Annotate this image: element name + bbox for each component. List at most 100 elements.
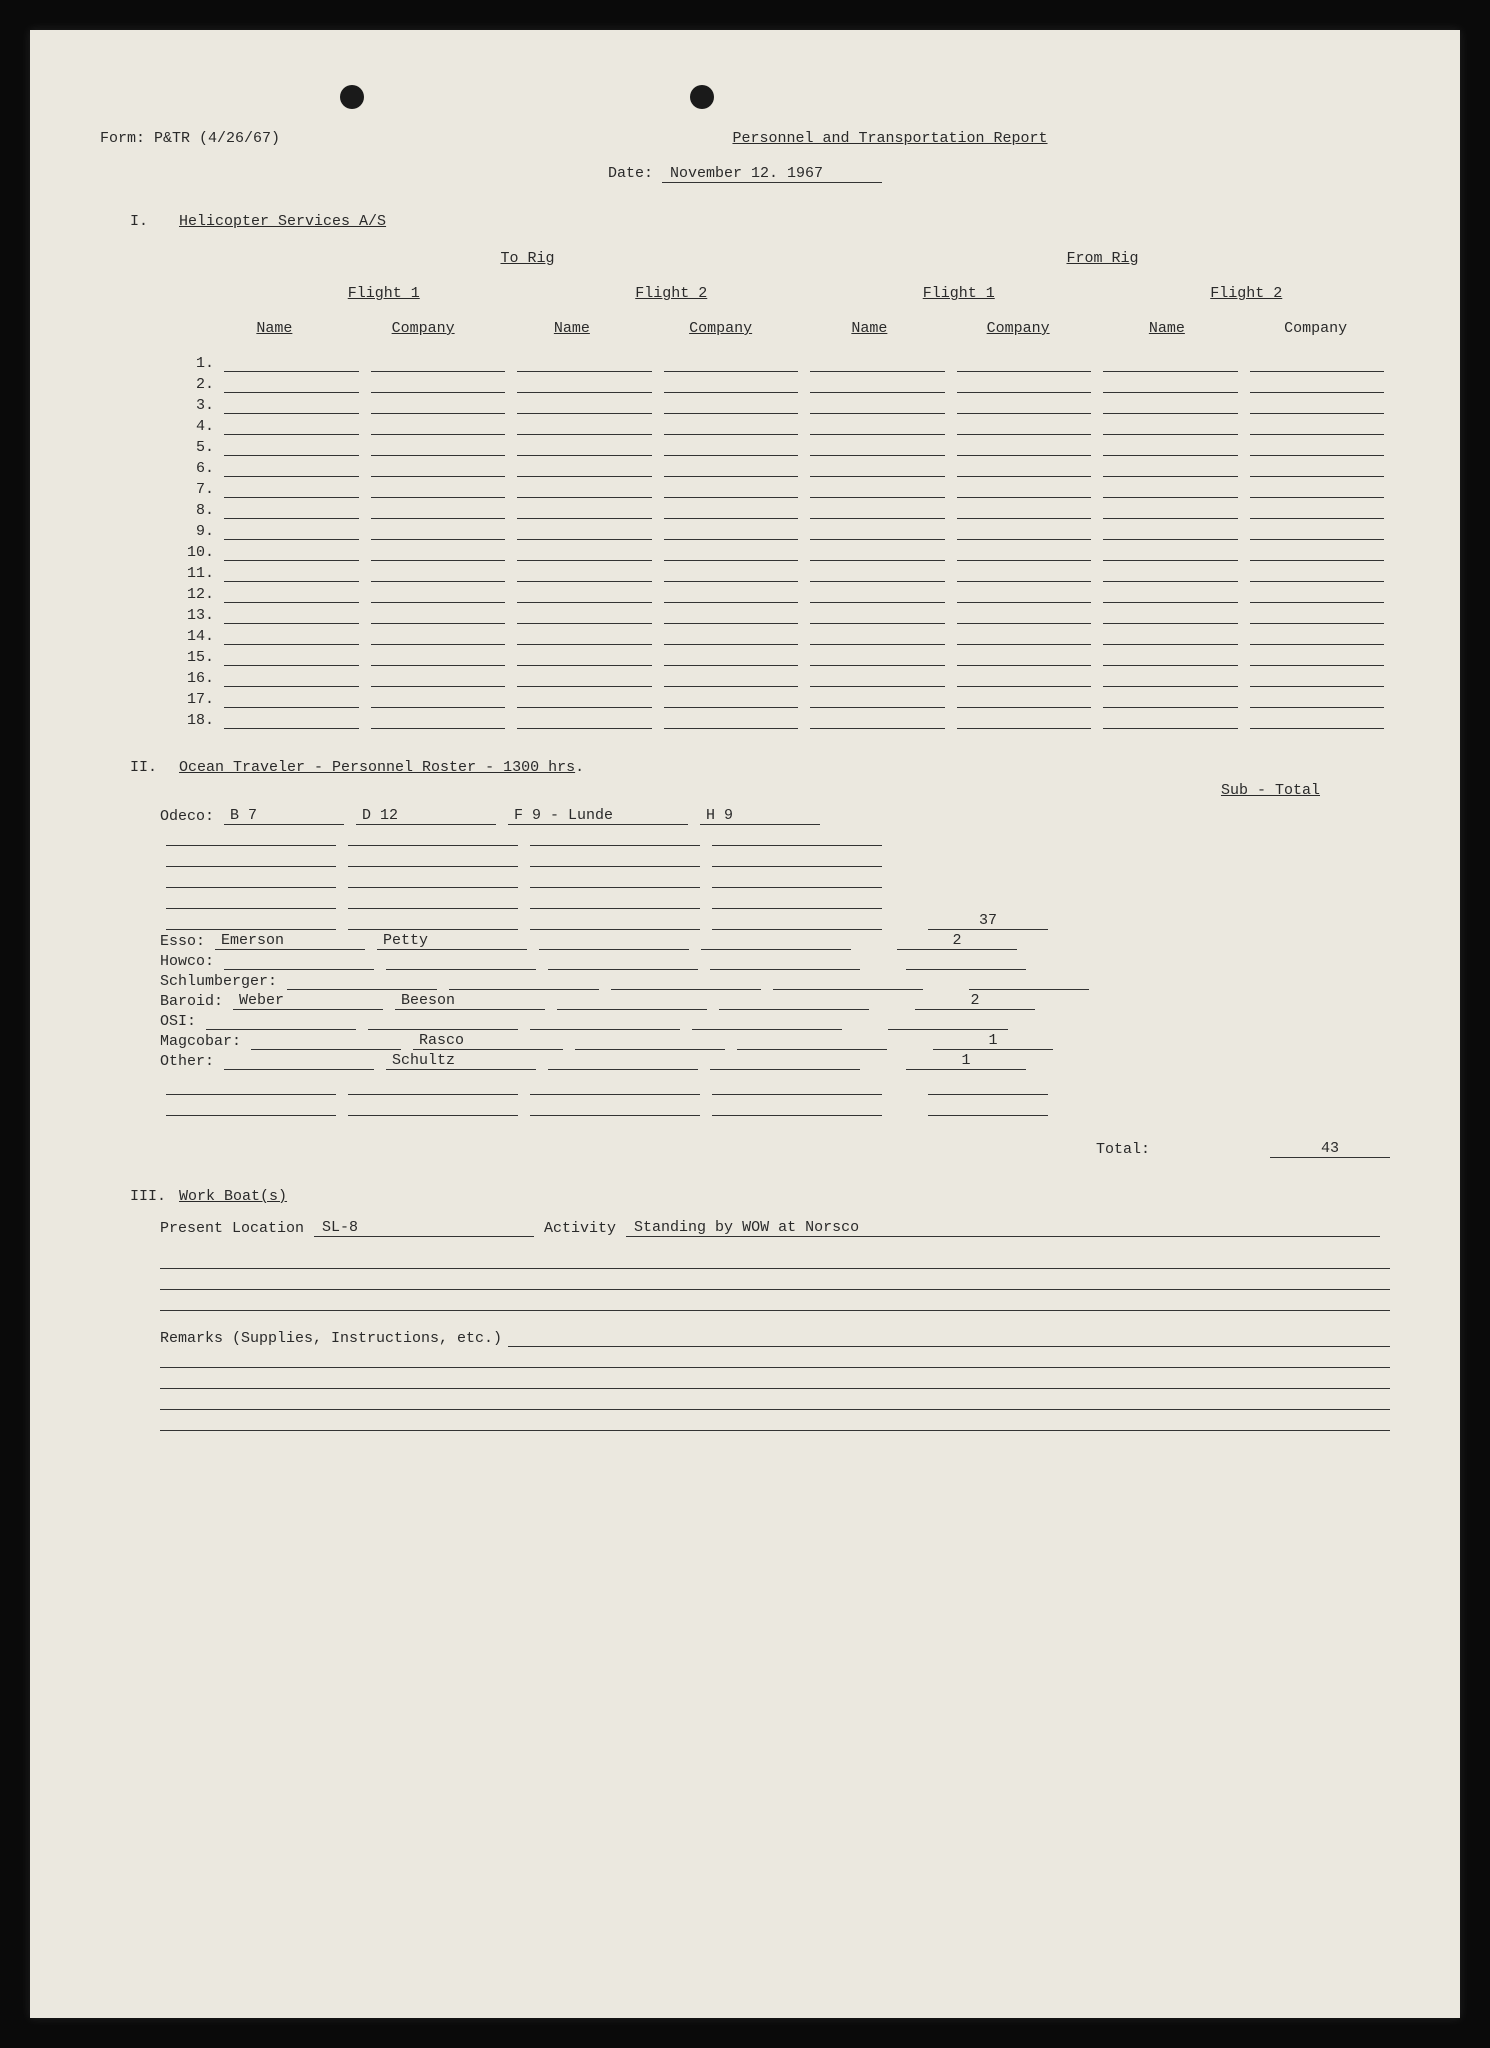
flight-row: Flight 1 Flight 2 Flight 1 Flight 2 (240, 285, 1390, 302)
subtotal-value (969, 972, 1089, 990)
company-name-cell (287, 972, 437, 990)
table-cell (1103, 671, 1238, 687)
table-cell (810, 440, 945, 456)
table-cell (224, 524, 359, 540)
table-cell (371, 377, 506, 393)
activity-label: Activity (544, 1220, 616, 1237)
roster-blank-row (160, 867, 1390, 888)
roster-blank-row (160, 1074, 1390, 1095)
table-cell (810, 671, 945, 687)
subtotal-value: 1 (906, 1052, 1026, 1070)
company-name-cell: Petty (377, 932, 527, 950)
company-name-cell (224, 1052, 374, 1070)
table-cell (371, 356, 506, 372)
activity-value: Standing by WOW at Norsco (626, 1219, 1380, 1237)
company-name-cell (548, 952, 698, 970)
row-number: 1. (180, 355, 218, 372)
table-cell (371, 587, 506, 603)
company-name-cell (710, 1052, 860, 1070)
row-number: 9. (180, 523, 218, 540)
table-cell (371, 524, 506, 540)
table-cell (664, 461, 799, 477)
table-cell (810, 398, 945, 414)
company-name-cell (368, 1012, 518, 1030)
total-row: Total: 43 (160, 1140, 1390, 1158)
table-cell (957, 419, 1092, 435)
company-name-cell (386, 952, 536, 970)
table-cell (957, 566, 1092, 582)
table-cell (810, 692, 945, 708)
table-cell (1103, 398, 1238, 414)
workboat-row: Present Location SL-8 Activity Standing … (160, 1219, 1390, 1237)
table-cell (810, 419, 945, 435)
table-cell (957, 545, 1092, 561)
company-label: OSI: (160, 1013, 200, 1030)
table-cell (664, 482, 799, 498)
odeco-subtotal-row: 37 (160, 909, 1390, 930)
company-row: Esso:EmersonPetty2 (160, 932, 1390, 950)
table-cell (224, 545, 359, 561)
table-row: 2. (180, 372, 1390, 393)
table-cell (1103, 356, 1238, 372)
table-cell (957, 608, 1092, 624)
company-name-cell (449, 972, 599, 990)
blank-line (160, 1392, 1390, 1410)
company-name-cell: Beeson (395, 992, 545, 1010)
table-row: 18. (180, 708, 1390, 729)
direction-row: To Rig From Rig (240, 250, 1390, 267)
table-cell (224, 398, 359, 414)
company-name-cell (206, 1012, 356, 1030)
table-cell (1103, 503, 1238, 519)
table-cell (1250, 713, 1385, 729)
table-cell (810, 713, 945, 729)
company-name-cell: Weber (233, 992, 383, 1010)
table-row: 16. (180, 666, 1390, 687)
table-cell (517, 482, 652, 498)
row-number: 11. (180, 565, 218, 582)
table-cell (810, 461, 945, 477)
company-name-cell (719, 992, 869, 1010)
table-cell (1103, 419, 1238, 435)
table-cell (664, 671, 799, 687)
table-cell (957, 398, 1092, 414)
header: Form: P&TR (4/26/67) Personnel and Trans… (100, 130, 1390, 147)
table-cell (957, 650, 1092, 666)
table-cell (224, 419, 359, 435)
table-cell (224, 377, 359, 393)
table-cell (517, 671, 652, 687)
company-name-cell (737, 1032, 887, 1050)
table-cell (1250, 440, 1385, 456)
table-cell (1250, 356, 1385, 372)
section-1-heading: I. Helicopter Services A/S (130, 213, 1390, 230)
table-cell (810, 524, 945, 540)
company-name-cell (773, 972, 923, 990)
table-row: 13. (180, 603, 1390, 624)
table-cell (517, 587, 652, 603)
table-cell (810, 545, 945, 561)
table-cell (1250, 461, 1385, 477)
table-cell (664, 398, 799, 414)
table-cell (664, 440, 799, 456)
table-cell (957, 356, 1092, 372)
table-cell (957, 629, 1092, 645)
date-value: November 12. 1967 (662, 165, 882, 183)
table-cell (664, 503, 799, 519)
table-cell (371, 629, 506, 645)
company-name-cell (710, 952, 860, 970)
table-cell (810, 629, 945, 645)
table-cell (810, 566, 945, 582)
table-row: 12. (180, 582, 1390, 603)
table-cell (1103, 566, 1238, 582)
table-cell (517, 545, 652, 561)
table-cell (810, 587, 945, 603)
roster-blank-row (160, 846, 1390, 867)
table-cell (1250, 482, 1385, 498)
row-number: 3. (180, 397, 218, 414)
table-cell (1250, 566, 1385, 582)
company-name-cell (692, 1012, 842, 1030)
table-cell (1103, 608, 1238, 624)
table-cell (957, 482, 1092, 498)
table-cell (1250, 608, 1385, 624)
company-row: Howco: (160, 952, 1390, 970)
table-cell (664, 377, 799, 393)
